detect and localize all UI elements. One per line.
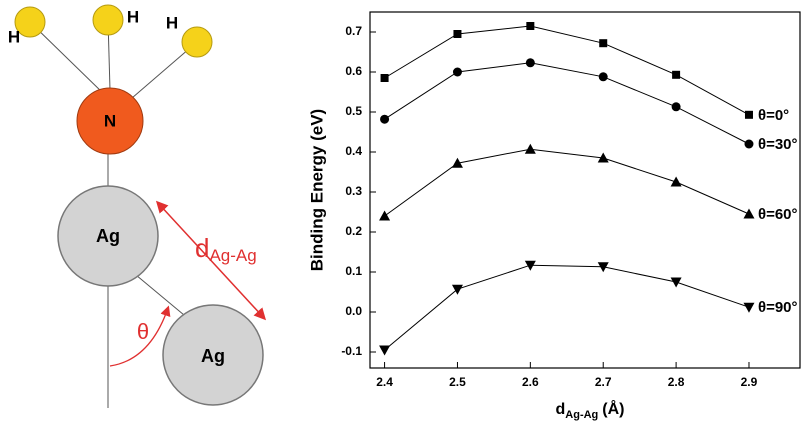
marker xyxy=(379,211,390,221)
y-tick-label: 0.6 xyxy=(345,64,362,78)
figure: H H H N Ag Ag dAg-Ag θ 0.70.60.50.40.30.… xyxy=(0,0,802,427)
series-line xyxy=(385,265,749,350)
atom-label: H xyxy=(8,27,20,46)
marker xyxy=(526,58,535,67)
y-tick-label: 0.0 xyxy=(345,304,362,318)
marker xyxy=(672,71,680,79)
x-tick-label: 2.9 xyxy=(741,375,758,389)
molecule-diagram: H H H N Ag Ag dAg-Ag θ xyxy=(8,5,264,408)
marker xyxy=(599,39,607,47)
y-tick-label: 0.2 xyxy=(345,224,362,238)
x-label-main: d xyxy=(556,401,566,418)
y-tick-label: 0.1 xyxy=(345,264,362,278)
x-tick-label: 2.6 xyxy=(522,375,539,389)
marker xyxy=(526,22,534,30)
marker xyxy=(525,144,536,154)
marker xyxy=(453,68,462,77)
x-label-unit: (Å) xyxy=(602,399,624,418)
y-tick-label: 0.5 xyxy=(345,104,362,118)
atom-label: Ag xyxy=(96,226,120,246)
y-tick-label: 0.4 xyxy=(345,144,362,158)
series-line xyxy=(385,149,749,216)
y-axis-label: Binding Energy (eV) xyxy=(307,109,326,271)
marker xyxy=(379,346,390,356)
chart: 0.7 0.6 0.5 0.4 0.3 0.2 0.1 0.0 -0.1 2.4 2.5 2.6 2.7… xyxy=(307,12,800,421)
series-label: θ=30° xyxy=(758,136,798,153)
h-atom xyxy=(93,5,123,35)
x-label-sub: Ag-Ag xyxy=(565,409,598,421)
marker xyxy=(672,102,681,111)
marker xyxy=(743,209,754,219)
atom-label: N xyxy=(104,111,116,130)
marker xyxy=(453,30,461,38)
series-label: θ=90° xyxy=(758,299,798,316)
x-tick-label: 2.8 xyxy=(668,375,685,389)
bond xyxy=(130,270,190,320)
marker xyxy=(745,111,753,119)
bond xyxy=(30,22,105,95)
series-line xyxy=(385,26,749,115)
series-label: θ=0° xyxy=(758,107,789,124)
marker xyxy=(599,72,608,81)
marker xyxy=(671,177,682,187)
atom-label: Ag xyxy=(201,346,225,366)
y-tick-label: 0.7 xyxy=(345,24,362,38)
distance-symbol: d xyxy=(195,233,209,263)
series-label: θ=60° xyxy=(758,206,798,223)
marker xyxy=(671,278,682,288)
plot-frame xyxy=(370,12,800,368)
y-tick-label: -0.1 xyxy=(341,344,362,358)
marker xyxy=(744,140,753,149)
h-atom xyxy=(182,27,212,57)
atom-label: H xyxy=(127,7,139,26)
atom-label: H xyxy=(166,13,178,32)
marker xyxy=(381,74,389,82)
distance-label: dAg-Ag xyxy=(195,233,257,266)
series-line xyxy=(385,63,749,144)
marker xyxy=(452,285,463,295)
x-axis-label: dAg-Ag (Å) xyxy=(556,399,625,421)
marker xyxy=(743,303,754,313)
x-tick-label: 2.5 xyxy=(449,375,466,389)
distance-subscript: Ag-Ag xyxy=(209,246,256,265)
marker xyxy=(380,115,389,124)
x-tick-label: 2.4 xyxy=(376,375,393,389)
x-tick-label: 2.7 xyxy=(595,375,612,389)
y-tick-label: 0.3 xyxy=(345,184,362,198)
angle-label: θ xyxy=(137,319,149,344)
